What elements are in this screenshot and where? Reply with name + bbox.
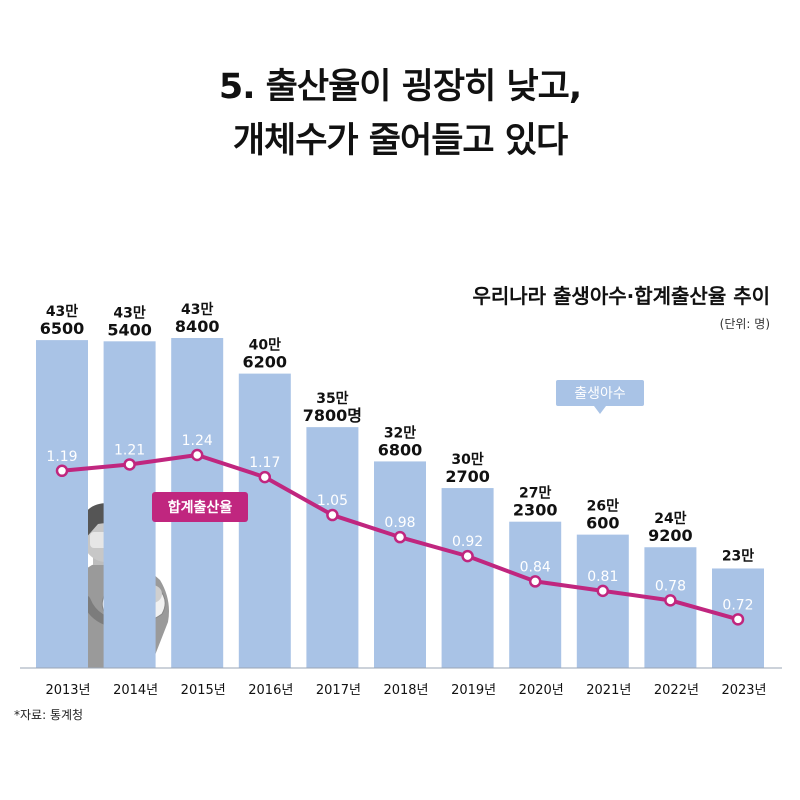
bar-5 (306, 427, 359, 668)
rate-point-9 (596, 584, 610, 598)
rate-point-8 (528, 575, 542, 588)
rate-label-5: 1.05 (317, 493, 348, 509)
bar-value-1: 6500 (40, 319, 85, 338)
source-note: *자료: 통계청 (14, 708, 84, 722)
bar-label-8: 27만 (519, 486, 551, 502)
legend-births: 출생아수 (556, 380, 644, 414)
bar-label-10: 24만 (654, 511, 686, 527)
bar-value-4: 6200 (243, 353, 288, 372)
bar-value-10: 9200 (648, 526, 693, 545)
rate-point-4 (258, 470, 272, 484)
bar-label-4: 40만 (249, 338, 281, 354)
x-tick-label: 2014년 (113, 683, 158, 698)
bar-1 (36, 340, 88, 668)
x-tick-label: 2022년 (654, 683, 699, 698)
chart-unit: (단위: 명) (720, 317, 770, 331)
x-tick-label: 2018년 (383, 683, 428, 698)
legend-fertility-rate-label: 합계출산율 (168, 499, 233, 516)
bar-value-5: 7800명 (303, 406, 362, 425)
rate-point-5 (326, 508, 339, 522)
headline-line-2: 개체수가 줄어들고 있다 (232, 121, 568, 161)
rate-point-6 (393, 530, 407, 544)
rate-point-11 (731, 613, 745, 626)
rate-point-1 (55, 464, 69, 478)
headline-line-1: 5. 출산율이 굉장히 낮고, (218, 67, 582, 107)
bar-value-8: 2300 (513, 501, 558, 520)
bar-label-5: 35만 (316, 391, 348, 407)
rate-label-8: 0.84 (520, 559, 551, 575)
bar-label-2: 43만 (113, 305, 145, 321)
bar-value-6: 6800 (378, 440, 423, 459)
bar-9 (576, 534, 629, 668)
x-tick-label: 2013년 (45, 683, 90, 698)
bar-10 (644, 547, 697, 668)
rate-label-3: 1.24 (182, 433, 213, 449)
x-tick-label: 2023년 (721, 683, 766, 698)
legend-fertility-rate: 합계출산율 (152, 492, 248, 522)
rate-label-2: 1.21 (114, 442, 145, 458)
bar-label-1: 43만 (46, 304, 78, 320)
rate-label-6: 0.98 (384, 515, 415, 531)
bar-2 (103, 341, 156, 668)
x-tick-label: 2021년 (586, 683, 631, 698)
bar-7 (441, 488, 494, 668)
rate-label-7: 0.92 (452, 534, 483, 550)
bar-value-9: 600 (586, 514, 619, 533)
rate-label-4: 1.17 (249, 455, 280, 471)
x-tick-label: 2016년 (248, 683, 293, 698)
bar-6 (374, 461, 426, 668)
rate-label-1: 1.19 (46, 449, 77, 465)
bar-value-2: 5400 (107, 320, 152, 339)
bar-label-7: 30만 (451, 452, 483, 468)
x-tick-label: 2017년 (316, 683, 361, 698)
rate-point-3 (190, 448, 204, 462)
rate-label-9: 0.81 (587, 569, 618, 585)
bar-value-7: 2700 (445, 467, 490, 486)
bar-label-6: 32만 (384, 425, 416, 441)
rate-label-10: 0.78 (655, 578, 686, 594)
rate-point-10 (664, 594, 677, 607)
chart-title: 우리나라 출생아수·합계출산율 추이 (472, 284, 770, 308)
bar-label-9: 26만 (587, 499, 619, 515)
x-tick-label: 2015년 (181, 683, 226, 698)
rate-point-2 (123, 458, 136, 471)
legend-births-label: 출생아수 (574, 386, 626, 402)
bar-label-11: 23만 (722, 548, 754, 564)
rate-label-11: 0.72 (722, 597, 753, 613)
x-tick-label: 2019년 (451, 683, 496, 698)
bar-label-3: 43만 (181, 302, 213, 318)
x-tick-label: 2020년 (519, 683, 564, 698)
bar-4 (238, 373, 291, 668)
bar-8 (509, 521, 562, 668)
bar-value-3: 8400 (175, 317, 220, 336)
rate-point-7 (461, 549, 474, 563)
